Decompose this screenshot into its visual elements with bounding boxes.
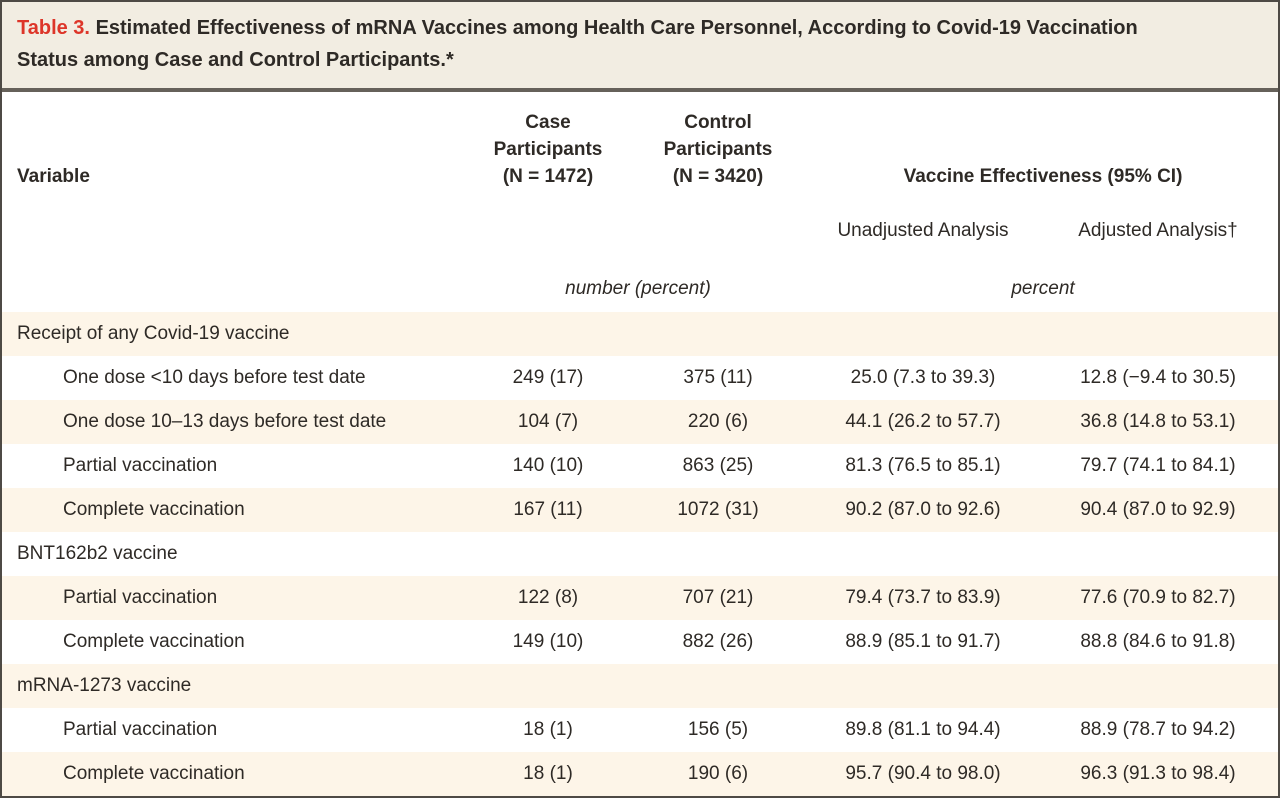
row-variable: BNT162b2 vaccine [17,543,178,564]
table-row-section-any-vaccine: Receipt of any Covid-19 vaccine [2,312,1278,356]
row-variable: Complete vaccination [63,631,245,652]
table-caption-line2: Status among Case and Control Participan… [17,49,454,71]
subheader-spacer [468,242,628,248]
row-variable: Receipt of any Covid-19 vaccine [17,323,290,344]
table-row: One dose 10–13 days before test date 104… [2,400,1278,444]
row-case-count: 149 (10) [512,631,584,652]
row-unadjusted-effectiveness: 95.7 (90.4 to 98.0) [845,763,1001,784]
row-control-count: 882 (26) [682,631,754,652]
row-adjusted-effectiveness: 77.6 (70.9 to 82.7) [1080,587,1236,608]
row-control-count: 863 (25) [682,455,754,476]
row-unadjusted-effectiveness: 25.0 (7.3 to 39.3) [850,367,996,388]
row-case-count: 104 (7) [517,411,579,432]
row-adjusted-effectiveness: 90.4 (87.0 to 92.9) [1080,499,1236,520]
row-adjusted-effectiveness: 12.8 (−9.4 to 30.5) [1080,367,1236,388]
row-unadjusted-effectiveness: 88.9 (85.1 to 91.7) [845,631,1001,652]
table-row-section-bnt162b2: BNT162b2 vaccine [2,532,1278,576]
row-adjusted-effectiveness: 88.9 (78.7 to 94.2) [1080,719,1236,740]
row-variable: mRNA-1273 vaccine [17,675,192,696]
col-header-variable: Variable [17,166,90,187]
col-header-case-participants: Case Participants (N = 1472) [468,109,628,190]
row-variable: Partial vaccination [63,455,218,476]
row-control-count: 1072 (31) [677,499,759,520]
row-adjusted-effectiveness: 96.3 (91.3 to 98.4) [1080,763,1236,784]
row-case-count: 18 (1) [523,763,573,784]
row-unadjusted-effectiveness: 79.4 (73.7 to 83.9) [845,587,1001,608]
row-unadjusted-effectiveness: 89.8 (81.1 to 94.4) [845,719,1001,740]
table-number-label: Table 3. [17,17,90,39]
table-row-section-mrna-1273: mRNA-1273 vaccine [2,664,1278,708]
row-case-count: 249 (17) [512,367,584,388]
col-header-vaccine-effectiveness: Vaccine Effectiveness (95% CI) [903,166,1183,187]
row-unadjusted-effectiveness: 81.3 (76.5 to 85.1) [845,455,1001,476]
subheader-spacer [2,242,468,248]
table-row: Partial vaccination 140 (10) 863 (25) 81… [2,444,1278,488]
row-variable: One dose <10 days before test date [63,367,366,388]
table-header-row: Variable Case Participants (N = 1472) Co… [2,92,1278,194]
control-header-line2: Participants [663,139,773,160]
row-variable: Partial vaccination [63,719,218,740]
table-caption-line1: Estimated Effectiveness of mRNA Vaccines… [95,17,1138,39]
table-units-row: number (percent) percent [2,248,1278,312]
control-header-n: (N = 3420) [672,166,764,187]
row-control-count: 375 (11) [683,367,753,388]
col-header-adjusted-analysis: Adjusted Analysis† [1078,220,1238,241]
row-variable: One dose 10–13 days before test date [63,411,387,432]
row-unadjusted-effectiveness: 44.1 (26.2 to 57.7) [845,411,1001,432]
control-header-line1: Control [684,112,752,133]
table-title-line1: Table 3. Estimated Effectiveness of mRNA… [17,12,1218,44]
table-row: Partial vaccination 18 (1) 156 (5) 89.8 … [2,708,1278,752]
units-spacer [2,300,468,312]
subheader-spacer [628,242,808,248]
table-row: Complete vaccination 18 (1) 190 (6) 95.7… [2,752,1278,796]
col-header-control-participants: Control Participants (N = 3420) [628,109,808,190]
case-header-line2: Participants [493,139,603,160]
table-row: Complete vaccination 149 (10) 882 (26) 8… [2,620,1278,664]
row-adjusted-effectiveness: 36.8 (14.8 to 53.1) [1080,411,1236,432]
row-case-count: 140 (10) [512,455,584,476]
row-adjusted-effectiveness: 88.8 (84.6 to 91.8) [1080,631,1236,652]
row-control-count: 190 (6) [687,763,749,784]
case-header-line1: Case [525,112,571,133]
table-row: Partial vaccination 122 (8) 707 (21) 79.… [2,576,1278,620]
units-number-percent: number (percent) [565,278,711,299]
row-adjusted-effectiveness: 79.7 (74.1 to 84.1) [1080,455,1236,476]
table-title: Table 3. Estimated Effectiveness of mRNA… [2,2,1278,92]
row-variable: Complete vaccination [63,763,245,784]
row-case-count: 122 (8) [517,587,579,608]
row-variable: Complete vaccination [63,499,245,520]
row-unadjusted-effectiveness: 90.2 (87.0 to 92.6) [845,499,1001,520]
table-row: Complete vaccination 167 (11) 1072 (31) … [2,488,1278,532]
col-header-unadjusted-analysis: Unadjusted Analysis [837,220,1009,241]
row-control-count: 156 (5) [687,719,749,740]
units-percent: percent [1011,278,1075,299]
row-control-count: 707 (21) [682,587,754,608]
case-header-n: (N = 1472) [502,166,594,187]
table-subheader-row: Unadjusted Analysis Adjusted Analysis† [2,194,1278,248]
row-variable: Partial vaccination [63,587,218,608]
row-control-count: 220 (6) [687,411,749,432]
row-case-count: 167 (11) [513,499,583,520]
row-case-count: 18 (1) [523,719,573,740]
table-row: One dose <10 days before test date 249 (… [2,356,1278,400]
